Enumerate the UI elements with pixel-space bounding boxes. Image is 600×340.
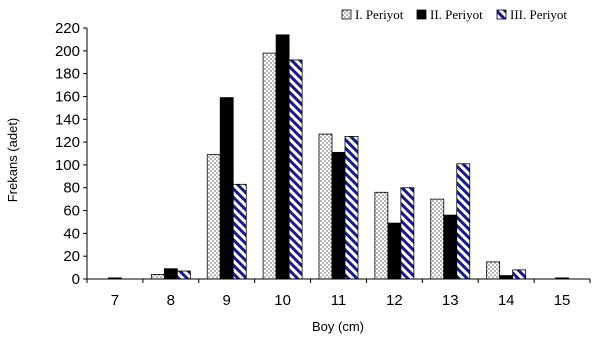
bar-i-periyot-8	[150, 274, 165, 280]
bar-i-periyot-9	[206, 154, 221, 280]
bar-iii-periyot-10	[288, 59, 303, 280]
x-axis-title: Boy (cm)	[312, 319, 364, 334]
bar-iii-periyot-11	[344, 135, 359, 280]
bars-group	[108, 34, 569, 280]
y-axis-title: Frekans (adet)	[5, 118, 20, 203]
y-tick-label: 120	[55, 134, 80, 151]
x-tick-label: 10	[274, 292, 291, 309]
bar-iii-periyot-13	[456, 163, 471, 280]
y-axis-title-group: Frekans (adet)	[5, 118, 20, 203]
y-tick-label: 220	[55, 20, 80, 37]
x-tick-label: 14	[498, 292, 515, 309]
y-tick-label: 160	[55, 88, 80, 105]
y-axis: 0 20 40 60 80 100 120 140 160 180 200 220	[55, 20, 87, 288]
y-tick-label: 100	[55, 157, 80, 174]
bar-ii-periyot-9	[219, 97, 234, 280]
x-tick-label: 9	[223, 292, 231, 309]
legend-swatch-iii-periyot	[496, 9, 507, 20]
x-axis: 7 8 9 10 11 12 13 14 15	[86, 279, 591, 309]
legend-swatch-i-periyot	[341, 9, 352, 20]
legend: I. Periyot II. Periyot III. Periyot	[341, 7, 567, 22]
x-tick-label: 13	[442, 292, 459, 309]
bar-ii-periyot-12	[387, 222, 402, 280]
bar-i-periyot-14	[486, 261, 501, 280]
x-tick-label: 15	[554, 292, 571, 309]
x-tick-label: 8	[167, 292, 175, 309]
y-tick-label: 0	[72, 271, 80, 288]
y-tick-label: 140	[55, 111, 80, 128]
legend-swatch-ii-periyot	[416, 9, 427, 20]
bar-i-periyot-10	[262, 52, 277, 280]
bar-iii-periyot-9	[232, 183, 247, 280]
bar-iii-periyot-14	[512, 269, 527, 280]
x-tick-label: 12	[386, 292, 403, 309]
bar-ii-periyot-10	[275, 34, 290, 280]
y-tick-label: 80	[63, 180, 80, 197]
bar-i-periyot-13	[430, 198, 445, 280]
y-tick-label: 200	[55, 43, 80, 60]
y-tick-label: 20	[63, 248, 80, 265]
bar-i-periyot-12	[374, 191, 389, 280]
y-tick-label: 60	[63, 203, 80, 220]
bar-ii-periyot-11	[331, 151, 346, 280]
y-tick-label: 40	[63, 225, 80, 242]
legend-label-ii-periyot: II. Periyot	[430, 7, 483, 22]
bar-iii-periyot-12	[400, 187, 415, 280]
bar-iii-periyot-8	[176, 270, 191, 280]
legend-label-iii-periyot: III. Periyot	[510, 7, 567, 22]
legend-label-i-periyot: I. Periyot	[355, 7, 404, 22]
x-tick-label: 11	[331, 292, 347, 309]
x-tick-label: 7	[111, 292, 119, 309]
y-tick-label: 180	[55, 66, 80, 83]
bar-ii-periyot-13	[443, 214, 458, 280]
bar-ii-periyot-8	[163, 268, 178, 280]
bar-ii-periyot-14	[499, 275, 514, 280]
bar-i-periyot-11	[318, 133, 333, 280]
